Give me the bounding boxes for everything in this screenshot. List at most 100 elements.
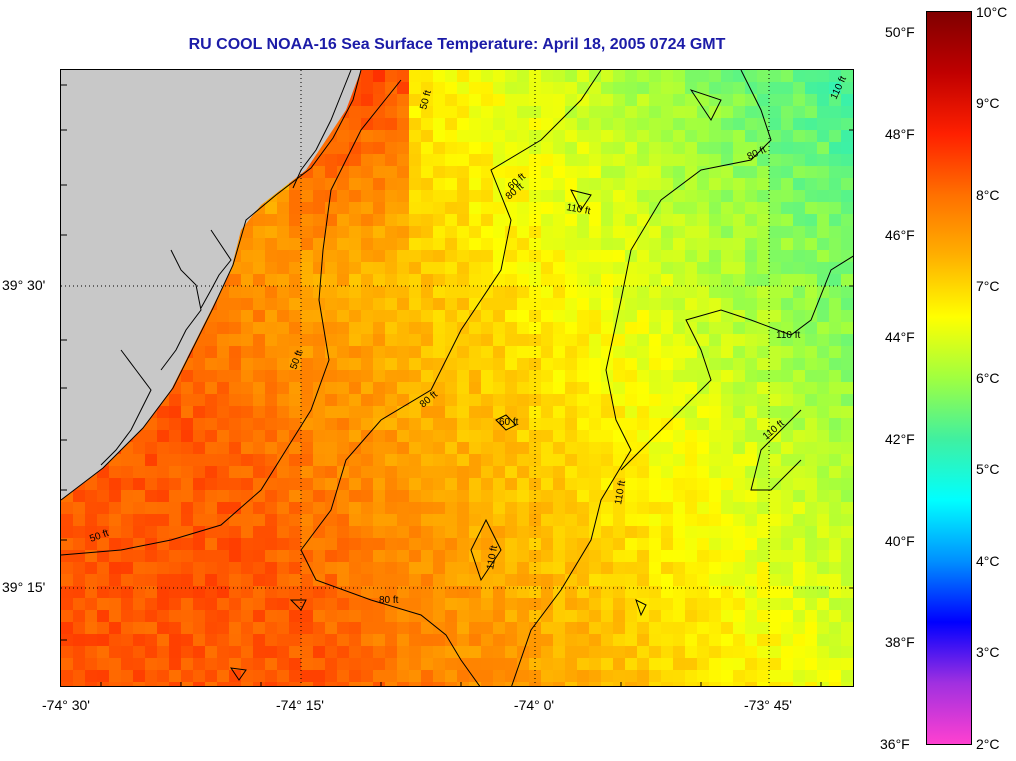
sst-cell — [577, 514, 589, 526]
sst-cell — [397, 190, 409, 202]
sst-cell — [193, 394, 205, 406]
sst-cell — [337, 142, 349, 154]
contour-label: 110 ft — [776, 330, 800, 341]
sst-cell — [673, 442, 685, 454]
sst-cell — [781, 214, 793, 226]
sst-cell — [733, 538, 745, 550]
sst-cell — [505, 658, 517, 670]
sst-cell — [733, 478, 745, 490]
sst-cell — [337, 226, 349, 238]
sst-cell — [805, 634, 817, 646]
sst-cell — [277, 394, 289, 406]
sst-cell — [685, 550, 697, 562]
sst-cell — [325, 394, 337, 406]
sst-cell — [757, 262, 769, 274]
sst-cell — [217, 598, 229, 610]
sst-cell — [505, 514, 517, 526]
sst-cell — [577, 346, 589, 358]
sst-cell — [637, 118, 649, 130]
sst-cell — [853, 454, 854, 466]
sst-cell — [301, 550, 313, 562]
sst-cell — [433, 550, 445, 562]
sst-cell — [385, 406, 397, 418]
sst-cell — [181, 406, 193, 418]
sst-cell — [673, 526, 685, 538]
sst-cell — [421, 262, 433, 274]
sst-cell — [121, 454, 133, 466]
sst-cell — [349, 658, 361, 670]
sst-cell — [205, 346, 217, 358]
sst-cell — [289, 682, 301, 686]
sst-cell — [397, 298, 409, 310]
sst-map[interactable]: 50 ft 50 ft 50 ft 80 ft 80 ft 80 ft 80 f… — [60, 69, 854, 687]
sst-cell — [337, 190, 349, 202]
sst-cell — [625, 442, 637, 454]
sst-cell — [565, 82, 577, 94]
sst-cell — [397, 538, 409, 550]
sst-cell — [841, 454, 853, 466]
sst-cell — [265, 346, 277, 358]
sst-cell — [769, 394, 781, 406]
sst-cell — [529, 634, 541, 646]
sst-cell — [493, 454, 505, 466]
sst-cell — [205, 550, 217, 562]
sst-cell — [517, 502, 529, 514]
sst-cell — [349, 382, 361, 394]
sst-cell — [673, 334, 685, 346]
sst-cell — [661, 406, 673, 418]
sst-cell — [829, 190, 841, 202]
sst-cell — [613, 394, 625, 406]
sst-cell — [421, 538, 433, 550]
sst-cell — [241, 322, 253, 334]
sst-cell — [349, 406, 361, 418]
sst-cell — [313, 346, 325, 358]
sst-cell — [409, 478, 421, 490]
sst-cell — [445, 658, 457, 670]
sst-cell — [337, 574, 349, 586]
sst-cell — [193, 370, 205, 382]
sst-cell — [529, 118, 541, 130]
sst-cell — [577, 322, 589, 334]
sst-cell — [697, 334, 709, 346]
sst-cell — [793, 226, 805, 238]
sst-cell — [829, 550, 841, 562]
sst-cell — [385, 106, 397, 118]
sst-cell — [145, 682, 157, 686]
sst-cell — [73, 526, 85, 538]
colorbar-c-label: 6°C — [976, 370, 1000, 386]
sst-cell — [673, 430, 685, 442]
sst-cell — [505, 106, 517, 118]
sst-cell — [385, 166, 397, 178]
sst-cell — [661, 682, 673, 686]
sst-cell — [649, 178, 661, 190]
sst-cell — [841, 322, 853, 334]
sst-cell — [277, 682, 289, 686]
sst-cell — [661, 574, 673, 586]
sst-cell — [445, 142, 457, 154]
sst-cell — [169, 394, 181, 406]
sst-cell — [625, 562, 637, 574]
sst-cell — [829, 178, 841, 190]
sst-cell — [721, 418, 733, 430]
sst-cell — [349, 514, 361, 526]
sst-cell — [169, 670, 181, 682]
sst-cell — [253, 358, 265, 370]
sst-cell — [301, 514, 313, 526]
sst-cell — [97, 574, 109, 586]
sst-cell — [337, 358, 349, 370]
sst-cell — [445, 490, 457, 502]
sst-cell — [433, 106, 445, 118]
sst-cell — [781, 454, 793, 466]
sst-cell — [769, 154, 781, 166]
sst-cell — [313, 214, 325, 226]
sst-cell — [829, 526, 841, 538]
sst-cell — [805, 406, 817, 418]
sst-cell — [553, 394, 565, 406]
sst-cell — [61, 682, 73, 686]
sst-cell — [349, 334, 361, 346]
sst-cell — [709, 670, 721, 682]
sst-cell — [457, 310, 469, 322]
sst-cell — [541, 646, 553, 658]
sst-cell — [781, 178, 793, 190]
sst-cell — [337, 634, 349, 646]
